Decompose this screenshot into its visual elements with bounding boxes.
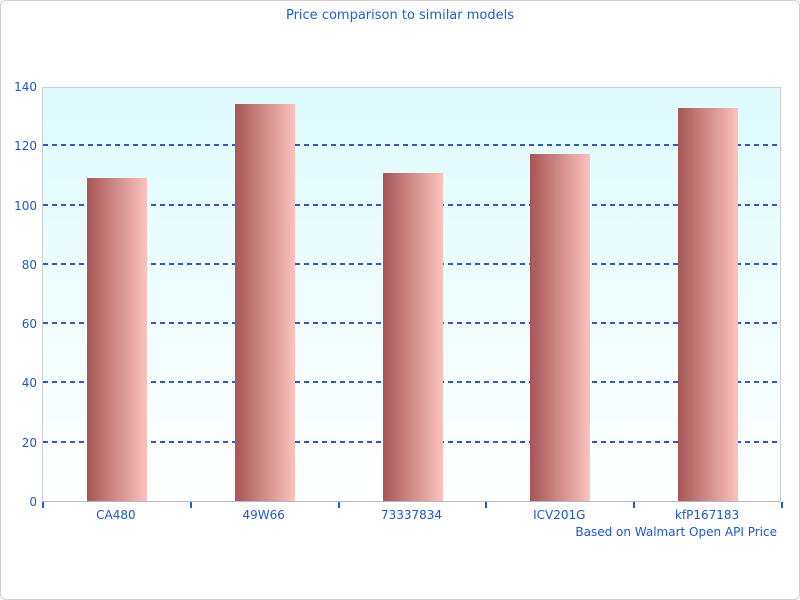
y-tick-label-60: 60	[21, 317, 37, 332]
x-category-label-73337834: 73337834	[380, 508, 443, 522]
x-axis-tick	[337, 502, 340, 508]
y-tick-label-40: 40	[21, 376, 37, 391]
bar-73337834	[382, 173, 443, 501]
x-category-label-kfP167183: kfP167183	[674, 508, 740, 522]
bar-ICV201G	[530, 154, 591, 501]
x-axis-tick	[485, 502, 488, 508]
chart-title: Price comparison to similar models	[285, 8, 515, 23]
x-axis-tick	[781, 502, 783, 508]
y-tick-label-120: 120	[14, 139, 37, 154]
bar-kfP167183	[678, 108, 739, 501]
x-category-label-ICV201G: ICV201G	[533, 508, 586, 522]
source-note: Based on Walmart Open API Price	[575, 525, 777, 539]
y-tick-label-0: 0	[29, 495, 37, 509]
gridline-120	[43, 144, 780, 147]
bar-49W66	[234, 103, 295, 501]
x-category-label-49W66: 49W66	[242, 508, 285, 522]
x-axis-tick	[42, 502, 44, 508]
bar-CA480	[86, 177, 147, 501]
y-tick-label-80: 80	[21, 257, 37, 272]
y-tick-label-100: 100	[14, 198, 37, 213]
x-axis-tick	[633, 502, 636, 508]
plot-area	[42, 87, 781, 502]
x-axis-tick	[189, 502, 192, 508]
y-tick-label-20: 20	[21, 435, 37, 450]
x-category-label-CA480: CA480	[96, 508, 136, 522]
y-tick-label-140: 140	[14, 80, 37, 94]
